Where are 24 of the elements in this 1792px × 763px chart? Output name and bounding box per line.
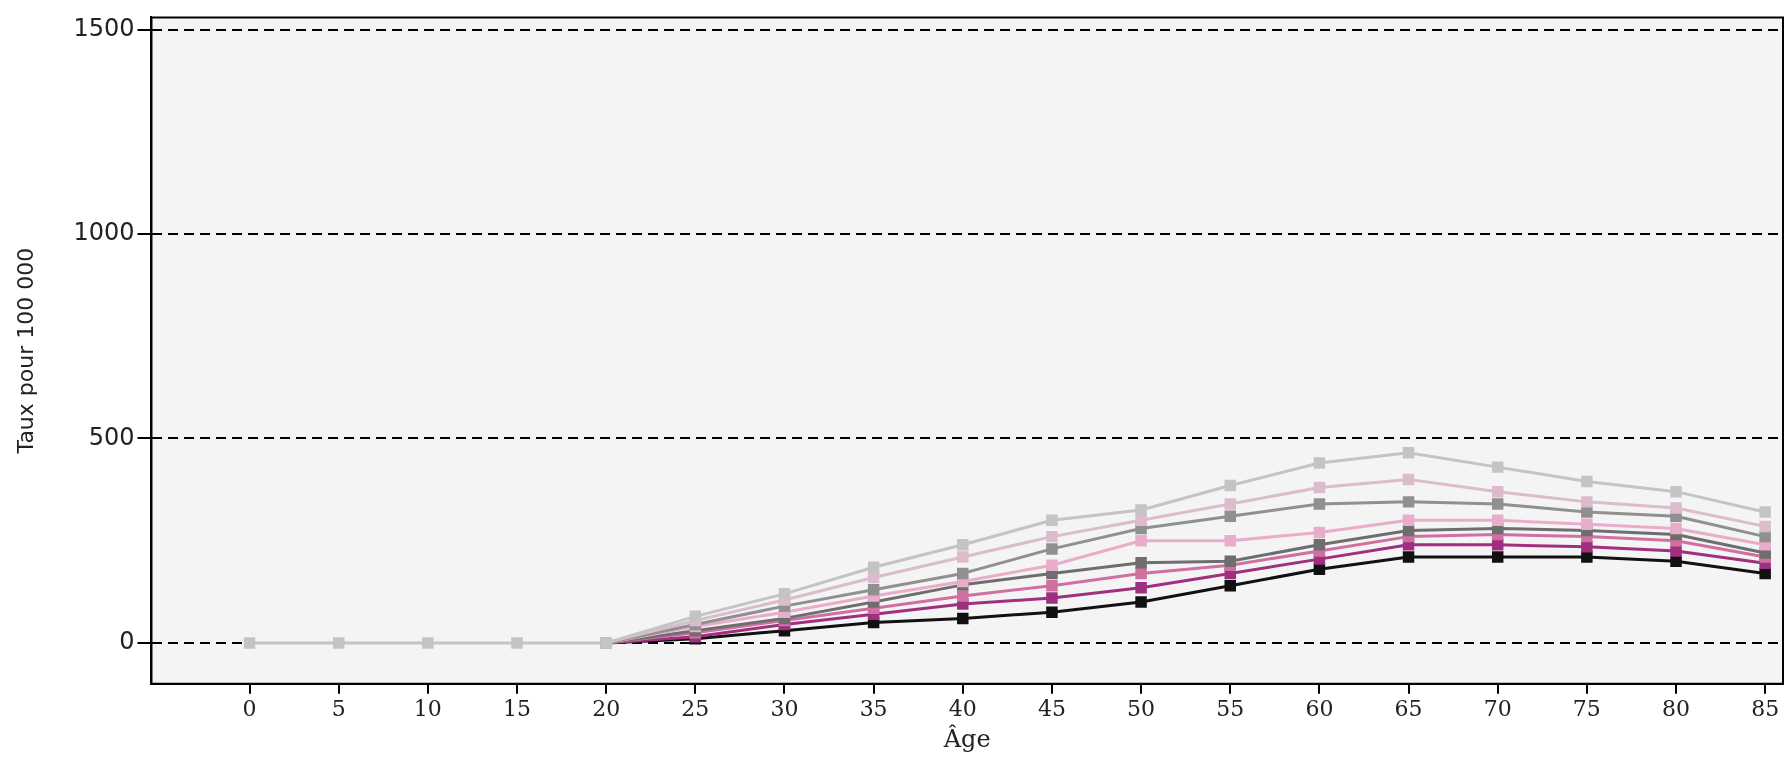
x-tick-label: 60 — [1305, 695, 1334, 721]
x-tick-label: 15 — [503, 695, 532, 721]
x-axis-title: Âge — [942, 723, 991, 753]
y-tick-label: 1500 — [73, 13, 135, 42]
x-tick-label: 30 — [770, 695, 799, 721]
x-tick-label: 75 — [1572, 695, 1601, 721]
y-tick-label: 1000 — [73, 218, 135, 247]
y-tick-label: 500 — [88, 422, 135, 451]
x-tick-label: 25 — [681, 695, 710, 721]
x-tick-label: 65 — [1394, 695, 1423, 721]
x-tick-label: 55 — [1216, 695, 1245, 721]
x-tick-label: 50 — [1127, 695, 1156, 721]
y-tick-label: 0 — [119, 627, 135, 656]
x-tick-label: 5 — [331, 695, 346, 721]
x-tick-label: 45 — [1037, 695, 1066, 721]
x-tick-label: 0 — [242, 695, 257, 721]
y-axis-title: Taux pour 100 000 — [12, 247, 38, 455]
x-tick-label: 20 — [592, 695, 621, 721]
x-tick-label: 40 — [948, 695, 977, 721]
x-tick-label: 10 — [413, 695, 442, 721]
x-tick-label: 35 — [859, 695, 888, 721]
x-tick-label: 85 — [1751, 695, 1780, 721]
x-tick-label: 70 — [1483, 695, 1512, 721]
x-tick-label: 80 — [1662, 695, 1691, 721]
